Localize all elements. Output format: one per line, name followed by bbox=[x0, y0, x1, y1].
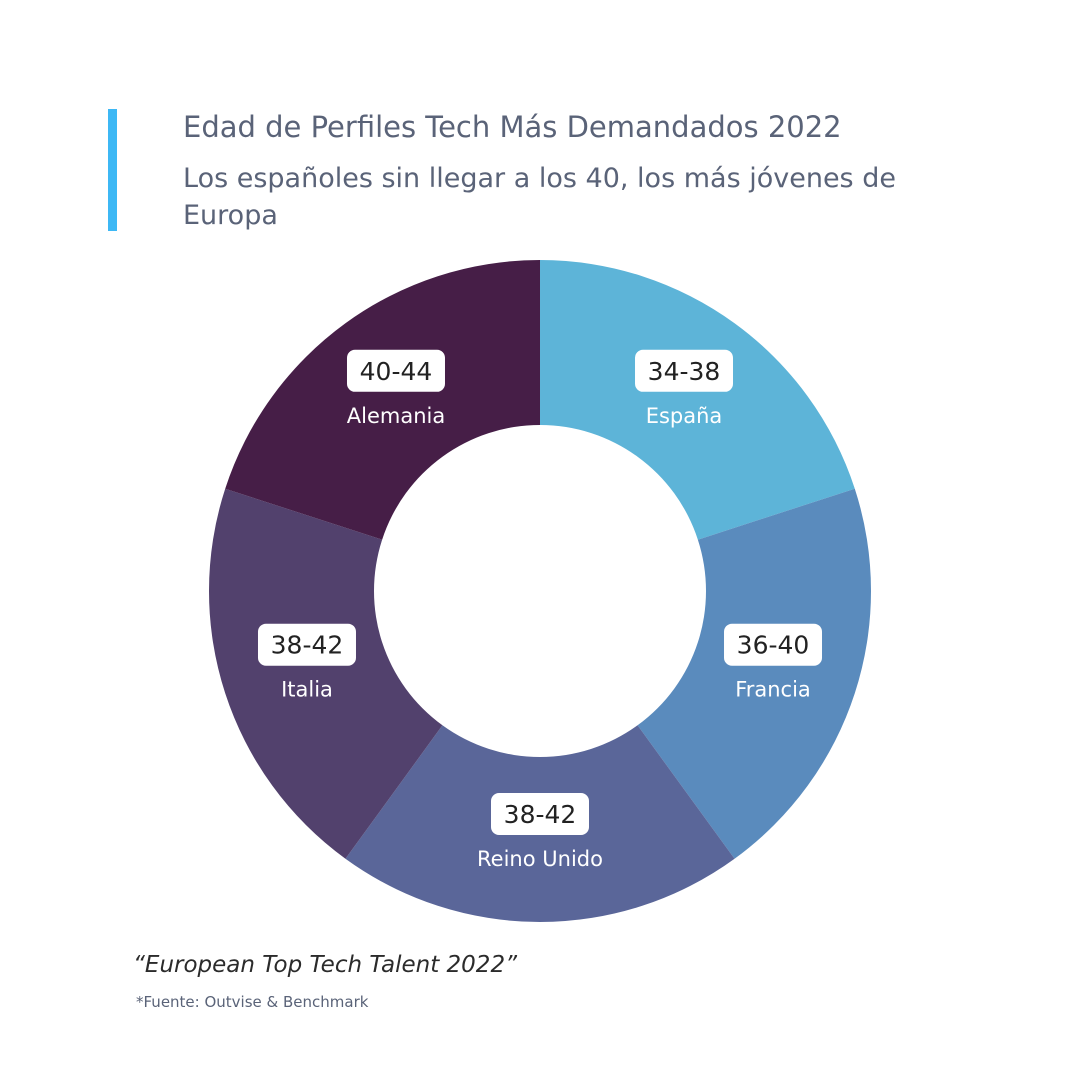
slice-label-group: 40-44 Alemania bbox=[346, 349, 445, 428]
slice-españa bbox=[540, 260, 855, 540]
age-range-label: 38-42 bbox=[271, 631, 344, 660]
age-range-label: 40-44 bbox=[360, 357, 433, 386]
slice-francia bbox=[637, 488, 871, 859]
source-note: *Fuente: Outvise & Benchmark bbox=[136, 993, 369, 1011]
age-range-label: 34-38 bbox=[648, 357, 721, 386]
value-badge bbox=[491, 793, 589, 835]
chart-title: Edad de Perfiles Tech Más Demandados 202… bbox=[183, 110, 842, 144]
value-badge bbox=[346, 349, 445, 392]
value-badge bbox=[724, 623, 823, 666]
slice-italia bbox=[209, 488, 443, 859]
value-badge bbox=[257, 623, 356, 666]
country-label: Italia bbox=[281, 678, 333, 702]
slice-alemania bbox=[225, 260, 540, 540]
value-badge bbox=[635, 349, 734, 392]
slice-label-group: 34-38 España bbox=[635, 349, 734, 428]
country-label: España bbox=[646, 404, 723, 428]
age-range-label: 36-40 bbox=[737, 631, 810, 660]
report-quote: “European Top Tech Talent 2022” bbox=[133, 952, 517, 978]
country-label: Alemania bbox=[347, 404, 445, 428]
chart-subtitle: Los españoles sin llegar a los 40, los m… bbox=[183, 163, 896, 231]
country-label: Francia bbox=[735, 678, 811, 702]
country-label: Reino Unido bbox=[477, 847, 603, 871]
slice-label-group: 36-40 Francia bbox=[724, 623, 823, 702]
age-range-label: 38-42 bbox=[504, 800, 577, 829]
slice-label-group: 38-42 Italia bbox=[257, 623, 356, 702]
accent-bar bbox=[108, 109, 117, 231]
slice-label-group: 38-42 Reino Unido bbox=[477, 793, 603, 871]
